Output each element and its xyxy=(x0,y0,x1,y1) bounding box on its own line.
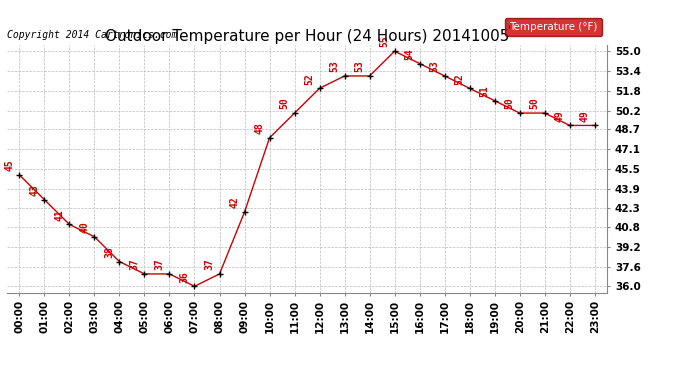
Text: 40: 40 xyxy=(79,221,90,233)
Text: 50: 50 xyxy=(279,98,290,109)
Title: Outdoor Temperature per Hour (24 Hours) 20141005: Outdoor Temperature per Hour (24 Hours) … xyxy=(105,29,509,44)
Text: 45: 45 xyxy=(4,159,14,171)
Text: 51: 51 xyxy=(480,85,490,97)
Text: 52: 52 xyxy=(304,73,315,85)
Text: 48: 48 xyxy=(255,122,264,134)
Text: 53: 53 xyxy=(330,60,339,72)
Text: 37: 37 xyxy=(130,258,139,270)
Text: 50: 50 xyxy=(504,98,515,109)
Text: 37: 37 xyxy=(155,258,164,270)
Text: 49: 49 xyxy=(580,110,590,122)
Text: 53: 53 xyxy=(430,60,440,72)
Text: 54: 54 xyxy=(404,48,415,60)
Text: 52: 52 xyxy=(455,73,464,85)
Text: 38: 38 xyxy=(104,246,115,258)
Text: 53: 53 xyxy=(355,60,364,72)
Text: 43: 43 xyxy=(30,184,39,196)
Text: 37: 37 xyxy=(204,258,215,270)
Legend: Temperature (°F): Temperature (°F) xyxy=(505,18,602,36)
Text: Copyright 2014 Cartronics.com: Copyright 2014 Cartronics.com xyxy=(7,30,177,40)
Text: 42: 42 xyxy=(230,196,239,208)
Text: 49: 49 xyxy=(555,110,564,122)
Text: 41: 41 xyxy=(55,209,64,221)
Text: 55: 55 xyxy=(380,36,390,48)
Text: 36: 36 xyxy=(179,271,190,283)
Text: 50: 50 xyxy=(530,98,540,109)
